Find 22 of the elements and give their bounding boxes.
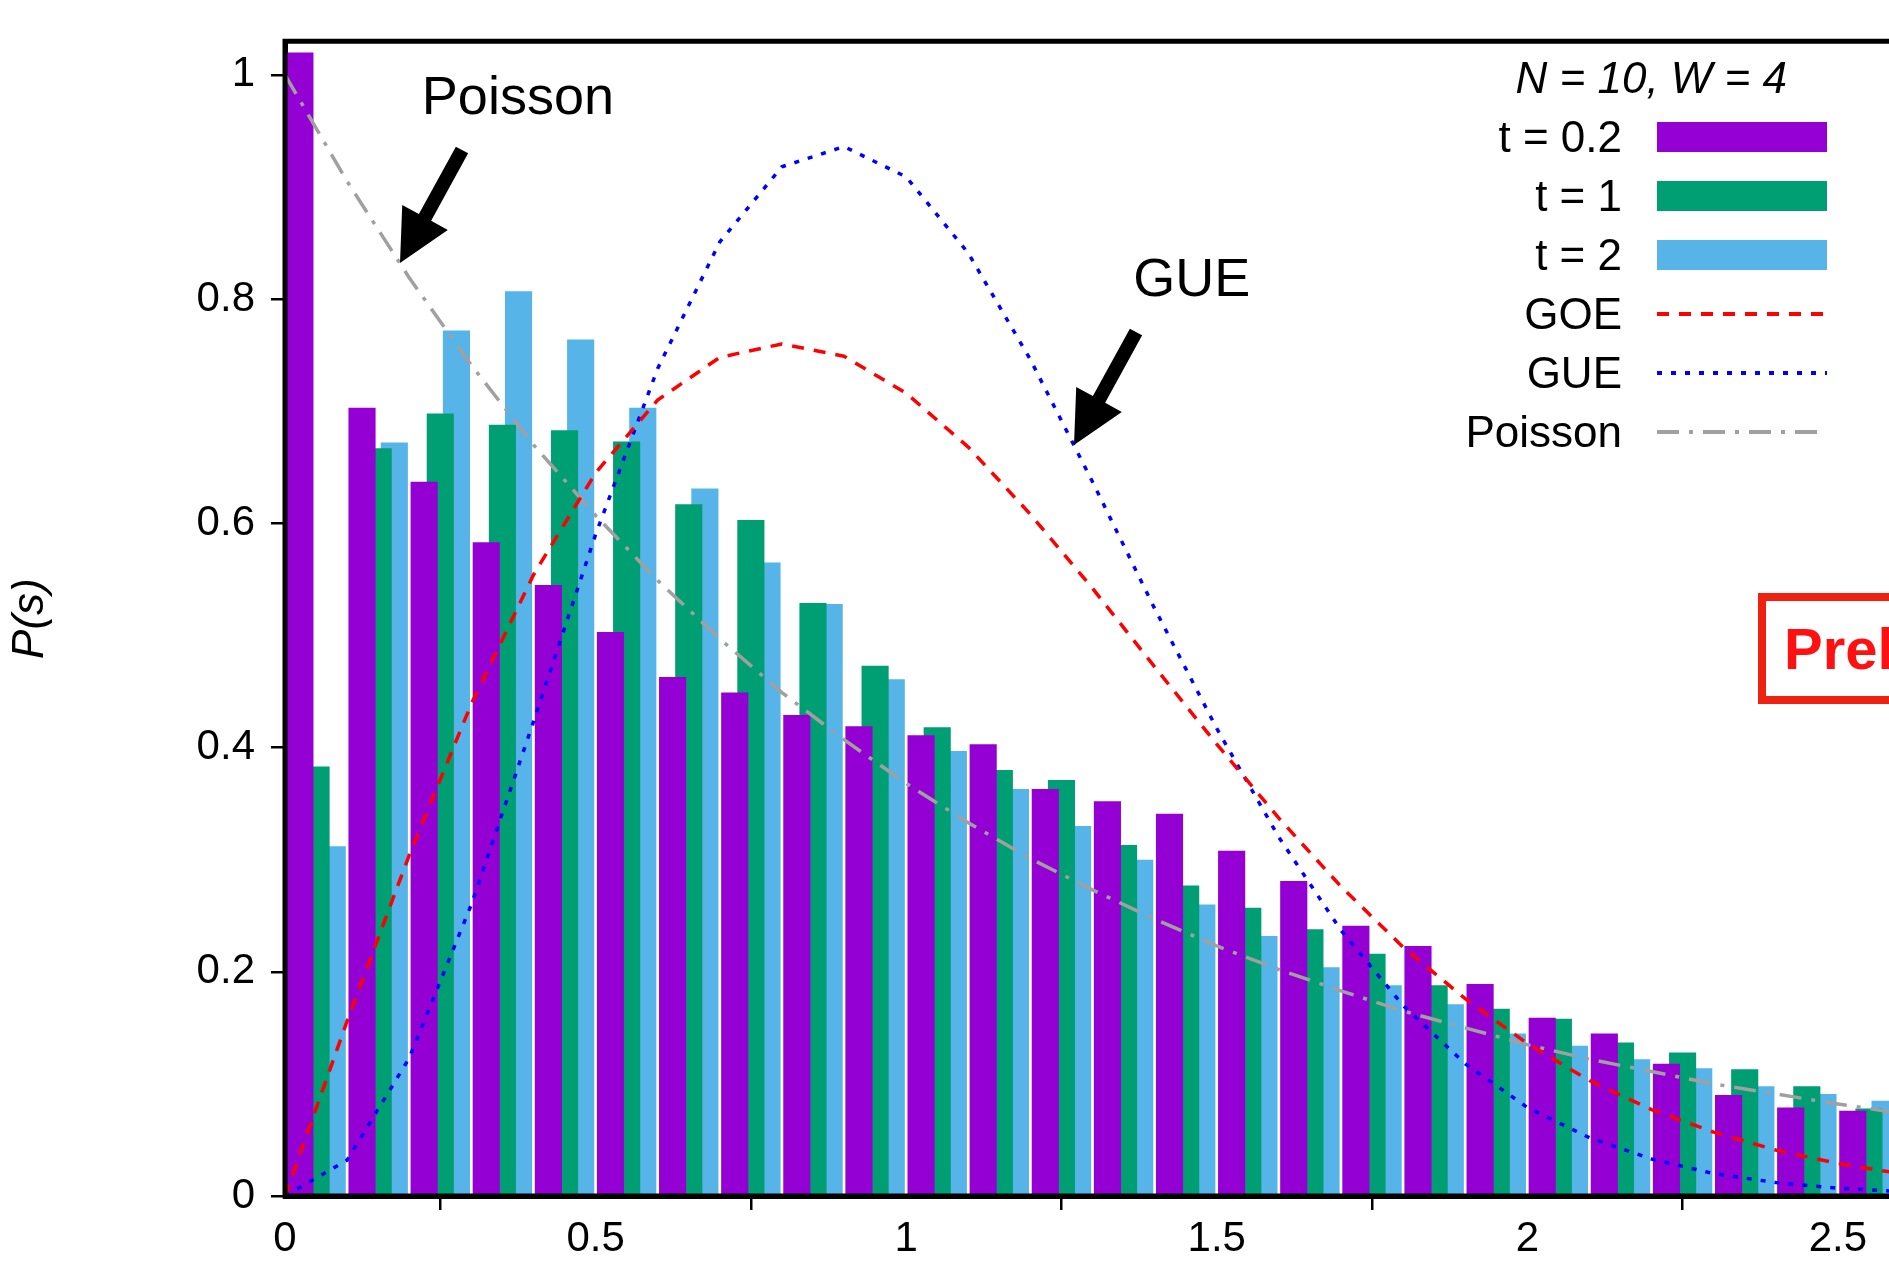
legend-label: Poisson: [1465, 406, 1622, 457]
x-tick-label: 2.5: [1808, 1212, 1868, 1260]
legend-label: GUE: [1526, 347, 1622, 398]
annotation: Poisson: [421, 64, 614, 127]
y-tick-label: 0.2: [196, 945, 255, 993]
x-tick-label: 0.5: [566, 1212, 625, 1260]
y-axis-title: P(s): [2, 578, 52, 659]
y-tick-label: 1: [231, 48, 255, 96]
y-tick-label: 0: [231, 1169, 255, 1217]
legend-label: GOE: [1524, 288, 1622, 339]
y-tick-label: 0.4: [196, 721, 255, 769]
x-tick-label: 0: [273, 1212, 297, 1260]
legend-title: N = 10, W = 4: [1515, 52, 1787, 103]
legend-label: t = 0.2: [1498, 111, 1622, 162]
y-tick-label: 0.8: [196, 272, 255, 320]
x-tick-label: 2: [1515, 1212, 1539, 1260]
annotation: GUE: [1133, 245, 1251, 308]
y-tick-label: 0.6: [196, 496, 255, 544]
legend-label: t = 1: [1535, 170, 1622, 221]
x-tick-label: 1: [894, 1212, 918, 1260]
legend-label: t = 2: [1535, 229, 1622, 280]
x-tick-label: 1.5: [1187, 1212, 1246, 1260]
